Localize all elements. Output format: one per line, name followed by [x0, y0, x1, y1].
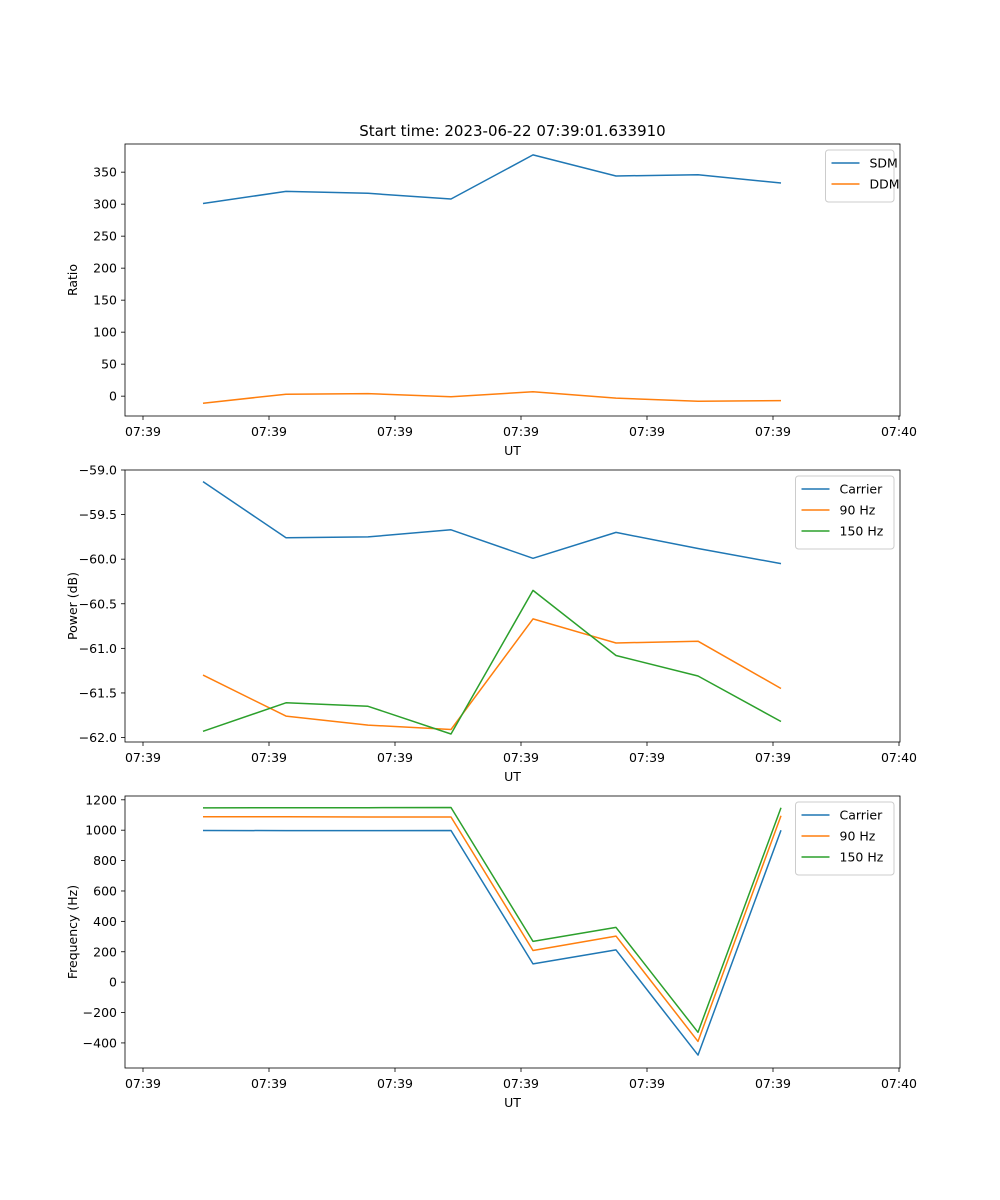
chart0-y-tick-label-2: 100	[93, 325, 117, 340]
chart1-x-tick-label-1: 07:39	[251, 750, 287, 765]
chart0-axes-frame	[124, 143, 901, 417]
chart2-x-tick-label-2: 07:39	[377, 1076, 413, 1091]
chart2-series-line-2	[202, 806, 782, 1034]
chart0-y-tick-label-1: 50	[101, 357, 117, 372]
chart2-x-tick-label-5: 07:39	[755, 1076, 791, 1091]
chart1-y-tick-label-2: −61.0	[79, 641, 117, 656]
chart0-series-line-1	[202, 390, 782, 404]
chart1-legend-label-2: 150 Hz	[840, 524, 884, 539]
chart2-axes-frame	[124, 795, 901, 1069]
chart0-y-tick-label-0: 0	[109, 389, 117, 404]
chart1-legend-label-1: 90 Hz	[840, 503, 876, 518]
chart2-series-line-0	[202, 829, 782, 1056]
chart1-axes-frame	[124, 469, 901, 743]
chart1-x-tick-label-2: 07:39	[377, 750, 413, 765]
chart1-y-tick-label-0: −62.0	[79, 730, 117, 745]
chart0-y-tick-label-4: 200	[93, 261, 117, 276]
chart0-y-tick-label-7: 350	[93, 165, 117, 180]
chart2-y-tick-label-8: 1200	[85, 792, 117, 807]
chart2-y-tick-label-2: 0	[109, 975, 117, 990]
chart2-x-tick-label-4: 07:39	[629, 1076, 665, 1091]
chart2-y-tick-label-0: −400	[83, 1035, 117, 1050]
chart0-x-axis-label: UT	[504, 443, 521, 458]
chart1-y-tick-label-1: −61.5	[79, 685, 117, 700]
ratio-panel: 07:39 07:39 07:39 07:39 07:39 07:39 07:40 0 50 10…	[65, 143, 917, 458]
frequency-panel: 07:39 07:39 07:39 07:39 07:39 07:39 07:40 −400 −…	[65, 792, 917, 1110]
chart0-y-tick-label-6: 300	[93, 197, 117, 212]
chart0-y-axis-label: Ratio	[65, 264, 80, 296]
chart2-series-line-1	[203, 815, 782, 1043]
chart0-x-tick-label-6: 07:40	[881, 424, 917, 439]
chart1-y-tick-label-3: −60.5	[79, 596, 117, 611]
chart2-legend-label-0: Carrier	[840, 808, 884, 823]
chart1-y-axis-label: Power (dB)	[65, 572, 80, 640]
chart1-series-line-1	[202, 618, 782, 731]
chart0-x-tick-label-5: 07:39	[755, 424, 791, 439]
chart2-y-tick-label-5: 600	[93, 883, 117, 898]
chart2-y-tick-label-3: 200	[93, 944, 117, 959]
chart2-x-tick-label-3: 07:39	[503, 1076, 539, 1091]
chart1-x-tick-label-5: 07:39	[755, 750, 791, 765]
chart0-y-tick-label-3: 150	[93, 293, 117, 308]
chart2-x-tick-label-6: 07:40	[881, 1076, 917, 1091]
chart1-legend-label-0: Carrier	[840, 482, 884, 497]
chart0-x-tick-label-3: 07:39	[503, 424, 539, 439]
chart1-series-line-0	[202, 480, 782, 565]
chart2-x-tick-label-1: 07:39	[251, 1076, 287, 1091]
chart0-legend-label-0: SDM	[870, 156, 898, 171]
chart1-x-tick-label-3: 07:39	[503, 750, 539, 765]
chart0-x-tick-label-4: 07:39	[629, 424, 665, 439]
chart2-y-axis-label: Frequency (Hz)	[65, 885, 80, 979]
chart1-y-tick-label-6: −59.0	[79, 463, 117, 478]
chart0-x-tick-label-1: 07:39	[251, 424, 287, 439]
chart1-x-tick-label-4: 07:39	[629, 750, 665, 765]
chart1-series-line-2	[202, 589, 782, 735]
chart2-y-tick-label-6: 800	[93, 853, 117, 868]
power-panel: 07:39 07:39 07:39 07:39 07:39 07:39 07:40 −62.0…	[65, 463, 917, 785]
chart2-legend-label-1: 90 Hz	[840, 829, 876, 844]
chart-title: Start time: 2023-06-22 07:39:01.633910	[359, 122, 665, 140]
chart1-x-tick-label-0: 07:39	[125, 750, 161, 765]
chart0-x-tick-label-0: 07:39	[125, 424, 161, 439]
chart1-y-tick-label-5: −59.5	[79, 507, 117, 522]
chart2-x-tick-label-0: 07:39	[125, 1076, 161, 1091]
chart0-y-tick-label-5: 250	[93, 229, 117, 244]
chart1-x-tick-label-6: 07:40	[881, 750, 917, 765]
chart0-series-line-0	[202, 154, 782, 205]
chart2-legend-label-2: 150 Hz	[840, 850, 884, 865]
chart2-x-axis-label: UT	[504, 1095, 521, 1110]
chart1-x-axis-label: UT	[504, 769, 521, 784]
chart2-y-tick-label-1: −200	[83, 1005, 117, 1020]
chart2-y-tick-label-4: 400	[93, 914, 117, 929]
chart0-legend-label-1: DDM	[870, 177, 900, 192]
chart1-y-tick-label-4: −60.0	[79, 552, 117, 567]
chart2-y-tick-label-7: 1000	[85, 823, 117, 838]
chart0-x-tick-label-2: 07:39	[377, 424, 413, 439]
